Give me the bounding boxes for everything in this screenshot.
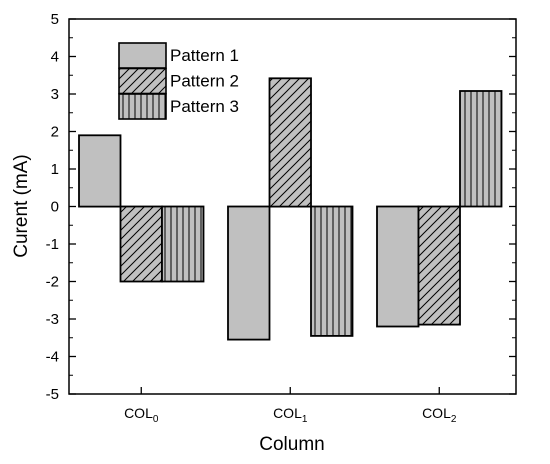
y-axis: -5 -4 -3 -2 -1 0 1 2 3 4 5 — [46, 11, 516, 403]
y-tick-label: -5 — [46, 386, 59, 403]
bar-pattern-3-1 — [310, 205, 354, 337]
y-tick-label: 5 — [51, 11, 59, 28]
y-tick-label: 0 — [51, 199, 59, 216]
bar-pattern-2-0 — [119, 205, 163, 283]
legend-label: Pattern 1 — [170, 46, 239, 65]
bar-pattern-3-0 — [161, 205, 205, 283]
bars-group — [78, 77, 503, 341]
bar-pattern-3-2 — [459, 90, 503, 208]
legend: Pattern 1 Pattern 2 Pattern 3 — [118, 42, 239, 120]
y-tick-label: 3 — [51, 86, 59, 103]
legend-swatch — [118, 93, 167, 120]
x-tick-label: COL1 — [273, 405, 308, 425]
bar-pattern-1-0 — [78, 134, 122, 208]
x-axis: COL0 COL1 COL2 — [124, 387, 457, 425]
legend-swatch — [118, 67, 167, 95]
y-tick-label: -1 — [46, 236, 59, 253]
legend-label: Pattern 2 — [170, 72, 239, 91]
bar-pattern-2-2 — [417, 205, 461, 326]
y-tick-label: -4 — [46, 349, 59, 366]
x-axis-title: Column — [259, 434, 324, 455]
y-tick-label: 4 — [51, 49, 59, 66]
y-tick-label: -3 — [46, 311, 59, 328]
y-tick-label: -2 — [46, 274, 59, 291]
bar-pattern-2-1 — [268, 77, 312, 208]
x-tick-label: COL0 — [124, 405, 159, 425]
legend-swatch — [118, 42, 167, 69]
y-tick-label: 2 — [51, 124, 59, 141]
x-tick-label: COL2 — [422, 405, 457, 425]
bar-pattern-1-2 — [376, 205, 420, 328]
y-axis-title: Curent (mA) — [11, 154, 32, 257]
legend-label: Pattern 3 — [170, 97, 239, 116]
y-tick-label: 1 — [51, 161, 59, 178]
bar-pattern-1-1 — [227, 205, 271, 341]
